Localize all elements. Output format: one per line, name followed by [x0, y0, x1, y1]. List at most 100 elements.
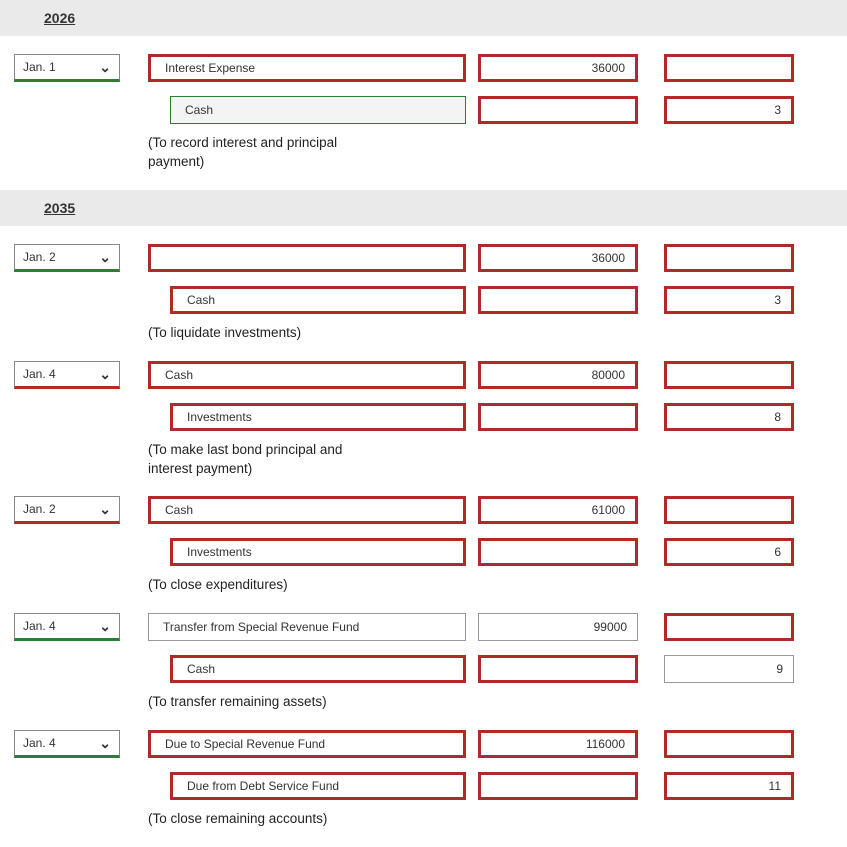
date-column: Jan. 4⌄ — [0, 361, 120, 389]
debit-input[interactable] — [478, 655, 638, 683]
credit-column: 11 — [636, 772, 796, 800]
account-input[interactable]: Cash — [170, 286, 466, 314]
entry-description: (To transfer remaining assets) — [0, 693, 360, 712]
entry-line: Investments 8 — [0, 403, 847, 431]
date-value: Jan. 4 — [23, 619, 56, 633]
entry-line: Jan. 1 ⌄ Interest Expense 36000 — [0, 54, 847, 82]
entry-line: Cash 3 — [0, 286, 847, 314]
account-column — [120, 244, 450, 272]
credit-input[interactable] — [664, 244, 794, 272]
debit-column — [450, 403, 636, 431]
chevron-down-icon: ⌄ — [99, 736, 111, 750]
account-input[interactable]: Cash — [170, 655, 466, 683]
debit-column — [450, 96, 636, 124]
debit-input[interactable]: 80000 — [478, 361, 638, 389]
entry-line: Cash 9 — [0, 655, 847, 683]
account-column: Investments — [120, 403, 450, 431]
account-input[interactable]: Investments — [170, 538, 466, 566]
credit-input[interactable] — [664, 730, 794, 758]
date-value: Jan. 4 — [23, 367, 56, 381]
date-dropdown[interactable]: Jan. 4 ⌄ — [14, 613, 120, 641]
journal-entry: Jan. 1 ⌄ Interest Expense 36000 Cash 3 (To rec… — [0, 54, 847, 172]
journal-entry: Jan. 2⌄36000Cash3(To liquidate investmen… — [0, 244, 847, 343]
account-column: Cash — [120, 361, 450, 389]
credit-column: 3 — [636, 96, 796, 124]
entry-description: (To close remaining accounts) — [0, 810, 360, 829]
date-value: Jan. 4 — [23, 736, 56, 750]
date-column: Jan. 4 ⌄ — [0, 730, 120, 758]
debit-input[interactable]: 36000 — [478, 244, 638, 272]
credit-input[interactable] — [664, 361, 794, 389]
debit-column: 116000 — [450, 730, 636, 758]
account-column: Cash — [120, 655, 450, 683]
account-input[interactable]: Interest Expense — [148, 54, 466, 82]
entry-description: (To record interest and principal paymen… — [0, 134, 360, 172]
journal-entry: Jan. 2⌄Cash61000Investments6(To close ex… — [0, 496, 847, 595]
date-value: Jan. 1 — [23, 60, 56, 74]
year-header-2035: 2035 — [0, 190, 847, 226]
account-column: Interest Expense — [120, 54, 450, 82]
debit-input[interactable] — [478, 538, 638, 566]
account-column: Cash — [120, 286, 450, 314]
date-dropdown[interactable]: Jan. 1 ⌄ — [14, 54, 120, 82]
credit-input[interactable]: 3 — [664, 286, 794, 314]
debit-column: 99000 — [450, 613, 636, 641]
credit-input[interactable] — [664, 54, 794, 82]
debit-column — [450, 772, 636, 800]
credit-input[interactable]: 11 — [664, 772, 794, 800]
date-dropdown[interactable]: Jan. 2⌄ — [14, 496, 120, 524]
account-input[interactable]: Cash — [148, 361, 466, 389]
debit-column: 61000 — [450, 496, 636, 524]
account-column: Due to Special Revenue Fund — [120, 730, 450, 758]
date-value: Jan. 2 — [23, 250, 56, 264]
entry-line: Jan. 2 ⌄ 36000 — [0, 244, 847, 272]
credit-column: 8 — [636, 403, 796, 431]
chevron-down-icon: ⌄ — [99, 619, 111, 633]
entry-line: Jan. 4 ⌄ Due to Special Revenue Fund 116000 — [0, 730, 847, 758]
credit-input[interactable] — [664, 613, 794, 641]
chevron-down-icon: ⌄ — [99, 502, 111, 516]
entry-line: Due from Debt Service Fund 11 — [0, 772, 847, 800]
entry-line: Jan. 4⌄Cash80000 — [0, 361, 847, 389]
credit-input[interactable]: 6 — [664, 538, 794, 566]
journal-entry: Jan. 4 ⌄ Due to Special Revenue Fund 116000… — [0, 730, 847, 829]
chevron-down-icon: ⌄ — [99, 250, 111, 264]
credit-column — [636, 54, 796, 82]
debit-input[interactable]: 99000 — [478, 613, 638, 641]
entry-line: Investments 6 — [0, 538, 847, 566]
debit-input[interactable]: 116000 — [478, 730, 638, 758]
credit-column: 6 — [636, 538, 796, 566]
date-dropdown[interactable]: Jan. 4 ⌄ — [14, 730, 120, 758]
debit-input[interactable] — [478, 286, 638, 314]
credit-input[interactable]: 9 — [664, 655, 794, 683]
date-dropdown[interactable]: Jan. 4⌄ — [14, 361, 120, 389]
credit-column — [636, 244, 796, 272]
debit-input[interactable] — [478, 772, 638, 800]
debit-column: 80000 — [450, 361, 636, 389]
account-input[interactable]: Due to Special Revenue Fund — [148, 730, 466, 758]
account-input[interactable]: Transfer from Special Revenue Fund — [148, 613, 466, 641]
journal-entry: Jan. 4⌄Cash80000Investments8(To make las… — [0, 361, 847, 479]
date-dropdown[interactable]: Jan. 2 ⌄ — [14, 244, 120, 272]
debit-column — [450, 286, 636, 314]
debit-input[interactable]: 36000 — [478, 54, 638, 82]
credit-column: 9 — [636, 655, 796, 683]
chevron-down-icon: ⌄ — [99, 60, 111, 74]
account-column: Investments — [120, 538, 450, 566]
debit-input[interactable] — [478, 403, 638, 431]
credit-input[interactable]: 8 — [664, 403, 794, 431]
debit-column: 36000 — [450, 244, 636, 272]
entry-line: Jan. 4 ⌄ Transfer from Special Revenue Fun… — [0, 613, 847, 641]
credit-input[interactable]: 3 — [664, 96, 794, 124]
account-input[interactable] — [148, 244, 466, 272]
account-input[interactable]: Cash — [148, 496, 466, 524]
debit-input[interactable]: 61000 — [478, 496, 638, 524]
date-column: Jan. 4 ⌄ — [0, 613, 120, 641]
account-column: Cash — [120, 96, 450, 124]
debit-input[interactable] — [478, 96, 638, 124]
account-input[interactable]: Cash — [170, 96, 466, 124]
account-input[interactable]: Investments — [170, 403, 466, 431]
account-input[interactable]: Due from Debt Service Fund — [170, 772, 466, 800]
credit-input[interactable] — [664, 496, 794, 524]
journal-entry: Jan. 4 ⌄ Transfer from Special Revenue Fun… — [0, 613, 847, 712]
